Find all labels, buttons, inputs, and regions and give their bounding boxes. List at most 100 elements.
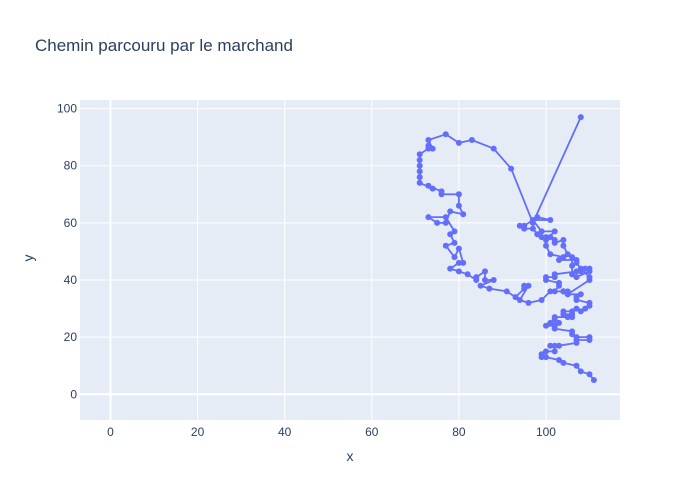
route-point: [473, 274, 480, 281]
x-tick-label: 20: [191, 425, 205, 439]
x-tick-label: 0: [107, 425, 114, 439]
route-point: [455, 139, 462, 146]
route-point: [556, 357, 562, 363]
x-tick-label: 40: [278, 425, 292, 439]
x-tick-label: 60: [365, 425, 379, 439]
route-point: [586, 337, 593, 343]
y-tick-label: 20: [64, 330, 78, 344]
route-point: [573, 339, 580, 346]
route-point: [482, 277, 488, 283]
route-point: [529, 225, 536, 232]
route-point: [416, 168, 423, 175]
route-point: [508, 165, 515, 172]
x-tick-label: 80: [452, 425, 466, 439]
route-point: [425, 182, 432, 189]
route-point: [503, 288, 510, 295]
route-point: [569, 254, 576, 261]
route-point: [538, 354, 545, 361]
y-tick-label: 60: [64, 216, 78, 230]
route-point: [551, 239, 558, 246]
route-point: [416, 151, 423, 158]
route-point: [455, 191, 462, 198]
route-point: [564, 251, 571, 258]
route-point: [573, 268, 580, 275]
route-point: [516, 222, 523, 229]
route-point: [538, 228, 545, 235]
route-point: [416, 174, 423, 181]
route-point: [569, 331, 576, 338]
route-point: [455, 245, 462, 252]
route-point: [442, 219, 449, 226]
route-point: [551, 274, 558, 281]
y-tick-label: 100: [57, 102, 77, 116]
route-point: [560, 288, 567, 295]
route-point: [486, 285, 493, 292]
route-point: [538, 297, 545, 303]
route-point: [464, 271, 471, 278]
route-point: [547, 234, 554, 241]
route-point: [447, 265, 454, 272]
route-point: [560, 359, 567, 366]
route-point: [586, 371, 593, 378]
route-point: [573, 297, 580, 303]
route-point: [451, 254, 458, 261]
route-point: [573, 305, 580, 312]
route-point: [434, 219, 441, 226]
route-point: [516, 297, 523, 303]
route-point: [490, 145, 497, 152]
route-point: [442, 242, 449, 249]
route-point: [543, 354, 549, 361]
route-point: [573, 257, 580, 263]
route-point: [447, 231, 454, 238]
route-point: [416, 179, 423, 186]
route-point: [577, 368, 584, 375]
route-point: [551, 317, 558, 323]
route-point: [556, 342, 562, 349]
route-point: [556, 319, 562, 326]
route-point: [556, 257, 562, 263]
route-point: [560, 237, 567, 243]
route-point: [416, 162, 423, 169]
route-point: [460, 259, 467, 266]
route-point: [586, 265, 593, 272]
route-point: [547, 217, 554, 223]
route-point: [534, 231, 541, 238]
route-point: [416, 157, 423, 163]
route-point: [490, 277, 497, 283]
route-point: [551, 342, 558, 349]
y-tick-label: 40: [64, 273, 78, 287]
route-trace: [416, 114, 597, 383]
plot-area: [80, 100, 620, 420]
route-point: [577, 308, 584, 315]
route-point: [569, 271, 576, 278]
route-point: [543, 234, 549, 241]
route-point: [451, 239, 458, 246]
route-point: [560, 242, 567, 249]
route-point: [547, 342, 554, 349]
route-point: [547, 251, 554, 258]
route-point: [573, 362, 580, 369]
route-point: [543, 242, 549, 249]
route-point: [534, 214, 541, 221]
route-point: [429, 145, 436, 152]
tick-labels: 0 20 40 60 80 100 0 20 40 60 80 100: [57, 102, 556, 439]
route-point: [455, 268, 462, 275]
route-point: [447, 208, 454, 215]
route-point: [521, 225, 528, 232]
route-point: [425, 137, 432, 143]
route-point: [582, 305, 589, 312]
y-axis-title: y: [20, 255, 36, 262]
route-point: [551, 348, 558, 355]
route-point: [438, 191, 445, 198]
route-point: [455, 202, 462, 209]
route-point: [442, 131, 449, 138]
route-point: [543, 277, 549, 283]
route-point: [538, 234, 545, 241]
route-point: [551, 325, 558, 332]
route-point: [460, 211, 467, 218]
route-point: [564, 314, 571, 321]
route-point: [586, 302, 593, 309]
route-point: [560, 311, 567, 318]
route-point: [468, 137, 475, 143]
x-axis-title: x: [347, 448, 354, 464]
